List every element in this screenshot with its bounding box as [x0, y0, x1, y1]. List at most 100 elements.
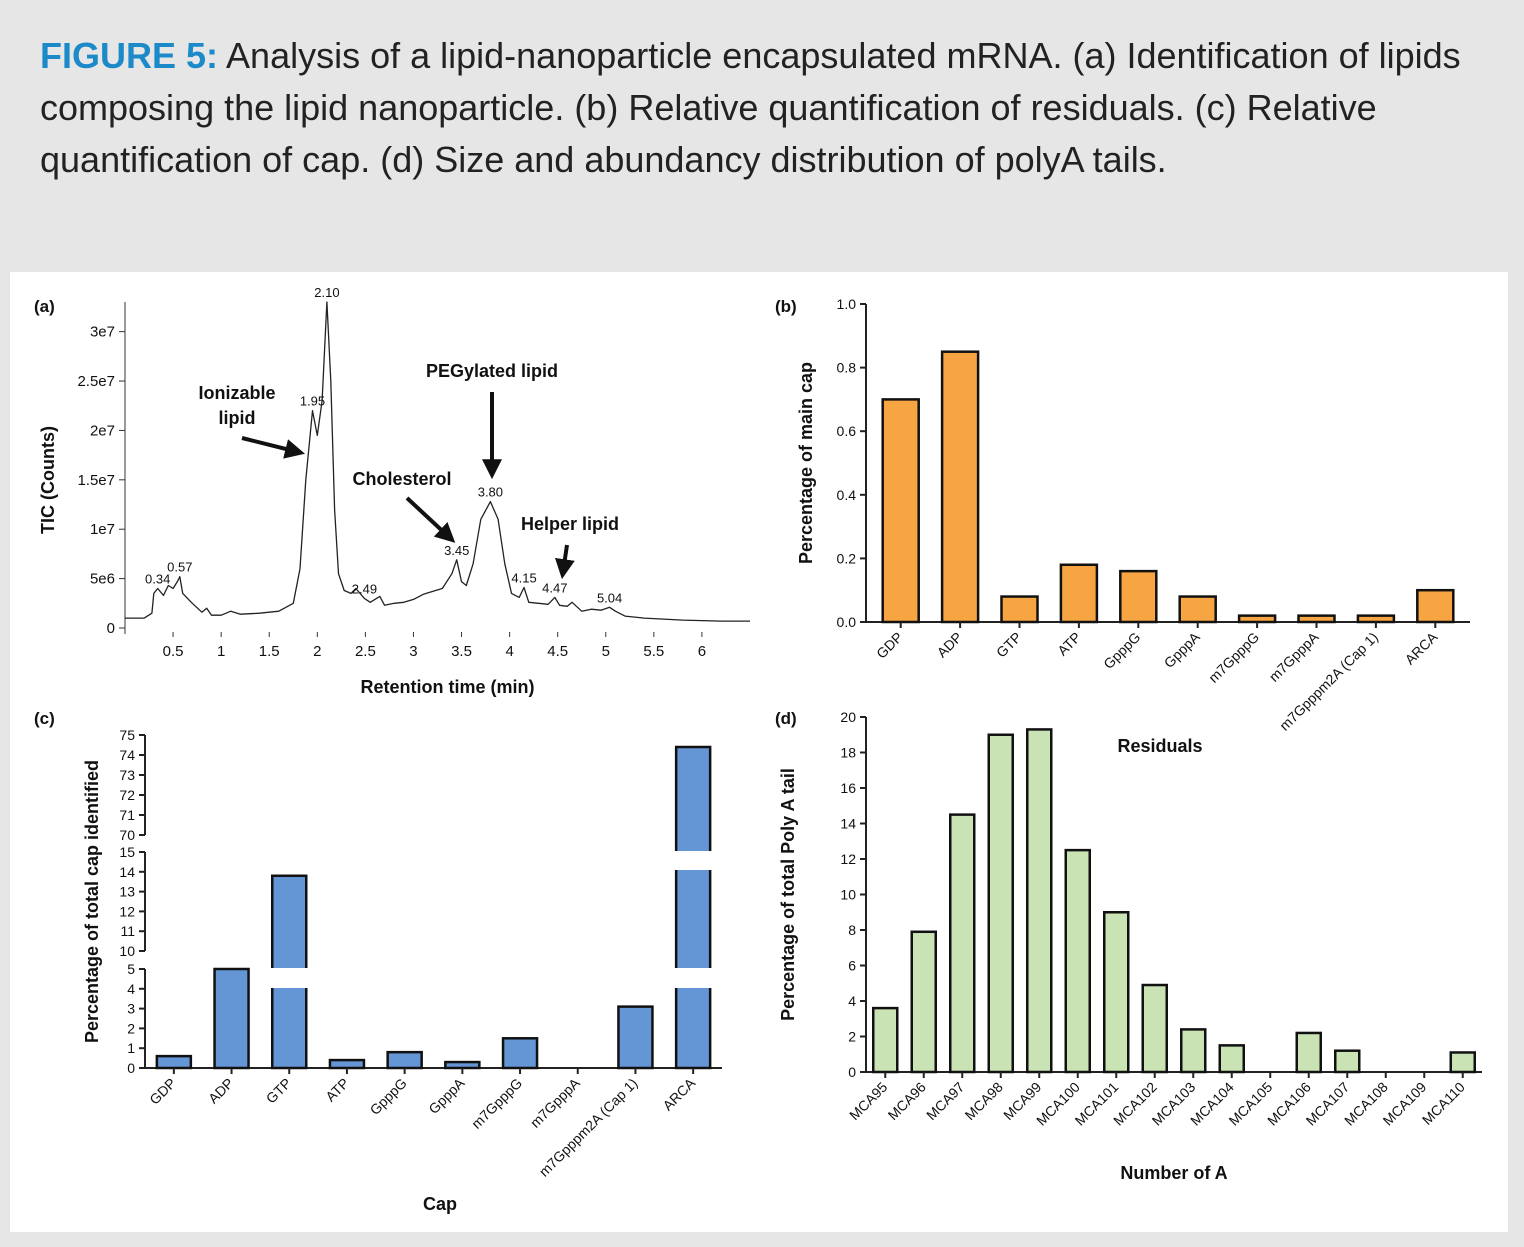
y-tick-label-a: 2e7: [90, 422, 115, 439]
bar-c: [501, 1037, 539, 1070]
y-tick-label-d: 10: [840, 887, 856, 903]
y-tick-label-c: 70: [119, 827, 135, 843]
x-tick-label-c: ATP: [322, 1075, 352, 1105]
y-tick-label-c: 13: [119, 884, 135, 900]
bar-b: [881, 398, 920, 624]
bar-b: [1416, 588, 1455, 624]
tic-trace: [125, 301, 750, 622]
y-tick-label-d: 4: [848, 993, 856, 1009]
y-axis-title-d: Percentage of total Poly A tail: [778, 768, 798, 1021]
chart-a: (a) 0 5e6 1e7 1.5e7 2e7 2.5e7 3e7 0.5 1 1.5 2 2.5 3 3.…: [34, 285, 750, 697]
y-tick-label-b: 0.6: [837, 423, 857, 439]
x-tick-label-c: GpppA: [425, 1074, 468, 1117]
y-axis-title-b: Percentage of main cap: [796, 362, 816, 564]
x-tick-label-c: GDP: [146, 1075, 179, 1108]
x-axis-title-a: Retention time (min): [361, 677, 535, 697]
bar-d: [1141, 983, 1168, 1074]
y-tick-label-c: 74: [119, 747, 135, 763]
y-tick-label-c: 4: [127, 981, 135, 997]
bar-b: [1297, 614, 1336, 624]
x-tick-label-b: GDP: [873, 629, 906, 662]
y-tick-label-a: 1.5e7: [77, 472, 115, 489]
y-tick-label-c: 72: [119, 787, 135, 803]
bar-d: [949, 813, 976, 1074]
x-tick-label-d: MCA98: [962, 1079, 1006, 1123]
y-tick-label-d: 2: [848, 1029, 856, 1045]
arrow-helper: [554, 544, 575, 580]
y-tick-label-c: 73: [119, 767, 135, 783]
x-tick-label-a: 2: [313, 643, 321, 660]
x-tick-label-b: m7Gpppm2A (Cap 1): [1276, 629, 1381, 734]
x-axis-title-c: Cap: [423, 1194, 457, 1214]
x-tick-label-a: 3.5: [451, 643, 472, 660]
figure-panel: (a) 0 5e6 1e7 1.5e7 2e7 2.5e7 3e7 0.5 1 1.5 2 2.5 3 3.…: [10, 272, 1508, 1232]
x-tick-label-b: GpppG: [1100, 629, 1143, 672]
arrow-ionizable: [241, 436, 305, 459]
x-tick-label-d: MCA96: [885, 1079, 929, 1123]
y-tick-label-b: 1.0: [837, 296, 857, 312]
x-tick-label-c: ADP: [205, 1075, 237, 1107]
panel-label-c: (c): [34, 709, 55, 728]
x-tick-label-a: 2.5: [355, 643, 376, 660]
x-tick-label-a: 3: [409, 643, 417, 660]
y-tick-label-d: 8: [848, 922, 856, 938]
bar-c: [617, 1005, 654, 1070]
x-tick-label-b: ATP: [1054, 629, 1084, 659]
x-tick-label-b: ARCA: [1402, 628, 1441, 667]
bar-b: [940, 350, 980, 624]
x-tick-label-d: MCA95: [846, 1079, 890, 1123]
y-tick-label-c: 14: [119, 864, 135, 880]
y-tick-label-d: 14: [840, 816, 856, 832]
peak-label: 2.10: [314, 285, 339, 300]
y-axis-title-c: Percentage of total cap identified: [82, 760, 102, 1043]
bar-b: [1178, 595, 1217, 624]
y-tick-label-a: 2.5e7: [77, 373, 115, 390]
y-tick-label-c: 15: [119, 844, 135, 860]
x-tick-label-b: m7GpppA: [1266, 628, 1322, 684]
y-tick-label-a: 5e6: [90, 571, 115, 588]
y-tick-label-c: 71: [119, 807, 135, 823]
bar-b: [1059, 563, 1099, 624]
x-tick-label-a: 6: [698, 643, 706, 660]
bar-c: [155, 1054, 193, 1070]
bar-d: [1334, 1049, 1361, 1074]
chart-d: (d) 0 2 4 6 8 10 12 14 16 18 20 MCA95MCA96MCA97MCA98…: [775, 709, 1482, 1183]
bar-c: [328, 1058, 366, 1070]
y-tick-label-a: 0: [107, 620, 115, 637]
x-tick-label-a: 1: [217, 643, 225, 660]
x-tick-label-b: GpppA: [1161, 628, 1204, 671]
bar-d: [1449, 1051, 1476, 1074]
y-tick-label-d: 0: [848, 1064, 856, 1080]
bar-d: [1064, 848, 1091, 1074]
y-tick-label-b: 0.4: [837, 487, 857, 503]
y-tick-label-c: 2: [127, 1020, 135, 1036]
x-tick-label-a: 1.5: [259, 643, 280, 660]
y-tick-label-d: 16: [840, 780, 856, 796]
bar-c: [213, 967, 250, 1070]
chart-title-d: Residuals: [1117, 736, 1202, 756]
peak-label: 3.45: [444, 543, 469, 558]
peak-label: 1.95: [300, 394, 325, 409]
y-tick-label-c: 75: [119, 727, 135, 743]
arrow-cholesterol: [405, 496, 456, 543]
peak-label: 2.49: [352, 581, 377, 596]
bar-d: [872, 1006, 899, 1074]
figure-label: FIGURE 5:: [40, 35, 219, 76]
panel-label-d: (d): [775, 709, 797, 728]
x-tick-label-d: MCA97: [923, 1079, 967, 1123]
y-tick-label-b: 0.0: [837, 614, 857, 630]
bar-b: [1000, 595, 1039, 624]
peak-label: 4.47: [542, 580, 567, 595]
x-tick-label-a: 4.5: [547, 643, 568, 660]
y-tick-label-c: 3: [127, 1001, 135, 1017]
bar-c: [444, 1060, 481, 1070]
x-tick-label-b: ADP: [934, 629, 966, 661]
y-tick-label-a: 1e7: [90, 521, 115, 538]
panel-label-a: (a): [34, 297, 55, 316]
panel-label-b: (b): [775, 297, 797, 316]
y-tick-label-d: 20: [840, 709, 856, 725]
bar-d: [1180, 1028, 1207, 1074]
bar-d: [1026, 728, 1053, 1074]
x-tick-label-b: m7GpppG: [1205, 629, 1262, 686]
